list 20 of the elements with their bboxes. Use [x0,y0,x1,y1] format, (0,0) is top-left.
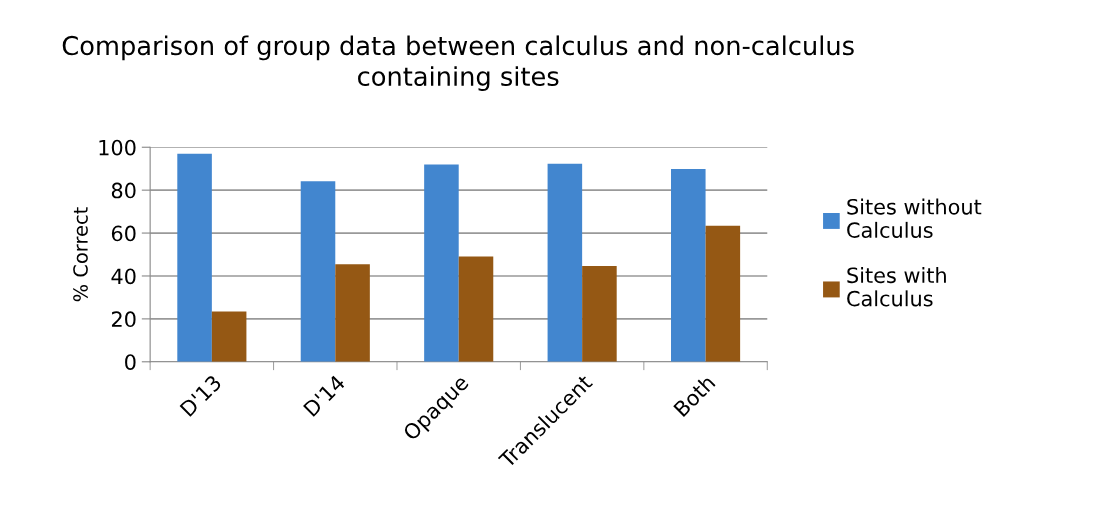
bar [211,311,247,362]
y-tick-label: 20 [111,311,136,328]
bar [300,181,336,362]
chart-title: Comparison of group data between calculus and non-calculus containing sites [62,35,854,92]
bar [671,168,706,362]
bar [335,264,370,362]
y-tick-label: 60 [111,225,136,242]
y-axis-title: % Correct [73,207,88,302]
y-tick-label: 0 [125,354,136,370]
legend-label: Sites without Calculus [847,198,982,238]
bar [177,153,212,362]
y-tick-label: 80 [111,182,136,199]
bar [424,164,459,362]
bar [547,163,583,362]
bar [705,225,741,362]
y-tick-label: 40 [111,268,136,285]
y-tick-label: 100 [99,139,136,156]
bar [458,256,494,362]
bar [582,266,617,362]
legend-label: Sites with Calculus [847,267,946,307]
